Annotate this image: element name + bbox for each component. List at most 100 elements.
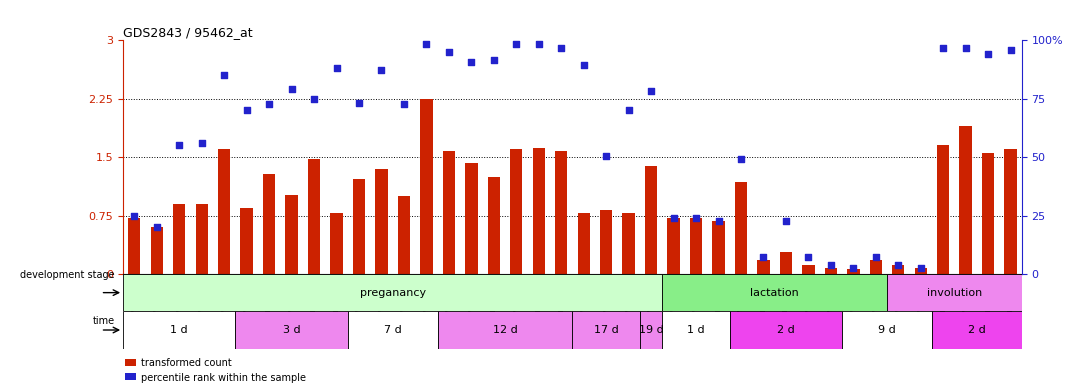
Point [261,101,278,107]
Point [508,41,525,47]
Bar [937,146,949,274]
Bar [123,274,1022,301]
Bar [735,182,747,274]
Bar [572,311,640,349]
Point [868,254,885,260]
Point [351,99,368,106]
Point [552,45,569,51]
Bar [398,196,410,274]
Bar [847,269,859,274]
Bar [842,311,932,349]
Bar [623,213,635,274]
Point [823,262,840,268]
Text: development stage: development stage [20,270,114,280]
Bar [308,159,320,274]
Bar [123,311,235,349]
Point [980,51,997,58]
Text: GDS2843 / 95462_at: GDS2843 / 95462_at [123,26,253,39]
Point [777,218,794,224]
Text: 1 d: 1 d [170,325,188,335]
Bar [870,260,882,274]
Point [171,142,188,149]
Bar [713,221,724,274]
Point [239,108,256,114]
Bar [353,179,365,274]
Text: 1 d: 1 d [687,325,705,335]
Point [957,45,974,51]
Bar [555,151,567,274]
Bar [443,151,455,274]
Point [732,156,749,162]
Bar [533,148,545,274]
Bar [348,311,438,349]
Point [935,45,952,51]
Bar [241,208,253,274]
Bar [825,268,837,274]
Bar [730,311,842,349]
Bar [235,311,348,349]
Bar [421,99,432,274]
Text: 2 d: 2 d [777,325,795,335]
Bar [690,218,702,274]
Text: preganancy: preganancy [360,288,426,298]
Bar [758,260,769,274]
Text: transformed count: transformed count [141,358,232,368]
Point [845,265,862,271]
Bar [932,311,1022,349]
Point [396,101,413,107]
Point [284,86,301,92]
Point [126,212,143,218]
Bar [982,153,994,274]
Bar [645,167,657,274]
Point [642,88,659,94]
Bar [802,265,814,274]
Text: involution: involution [927,288,982,298]
Bar [173,204,185,274]
Bar [640,311,662,349]
Bar [915,268,927,274]
Point [306,96,323,102]
Text: 9 d: 9 d [878,325,896,335]
Bar [600,210,612,274]
Text: lactation: lactation [750,288,799,298]
Point [800,254,817,260]
Point [1002,46,1019,53]
Text: 19 d: 19 d [639,325,663,335]
Bar [376,169,387,274]
Point [486,57,503,63]
Bar [780,252,792,274]
Bar [510,149,522,274]
Point [216,72,233,78]
Point [441,49,458,55]
Point [373,67,391,73]
Point [194,140,211,146]
Point [621,108,638,114]
Text: 3 d: 3 d [282,325,301,335]
Point [462,59,479,65]
Bar [331,213,342,274]
Bar [662,311,730,349]
Bar [128,218,140,274]
Bar [263,174,275,274]
Bar [488,177,500,274]
Bar [960,126,972,274]
Bar [196,204,208,274]
Point [418,41,435,47]
Bar [892,265,904,274]
Bar [578,213,590,274]
Bar [465,163,477,274]
Text: 17 d: 17 d [594,325,618,335]
Bar [887,274,1022,311]
Text: percentile rank within the sample: percentile rank within the sample [141,373,306,383]
Point [531,41,548,47]
Point [912,265,929,271]
Text: 12 d: 12 d [492,325,518,335]
Text: time: time [92,316,114,326]
Point [576,62,593,68]
Point [890,262,907,268]
Point [710,218,728,224]
Point [597,152,614,159]
Bar [151,227,163,274]
Point [148,224,166,230]
Bar [662,274,887,311]
